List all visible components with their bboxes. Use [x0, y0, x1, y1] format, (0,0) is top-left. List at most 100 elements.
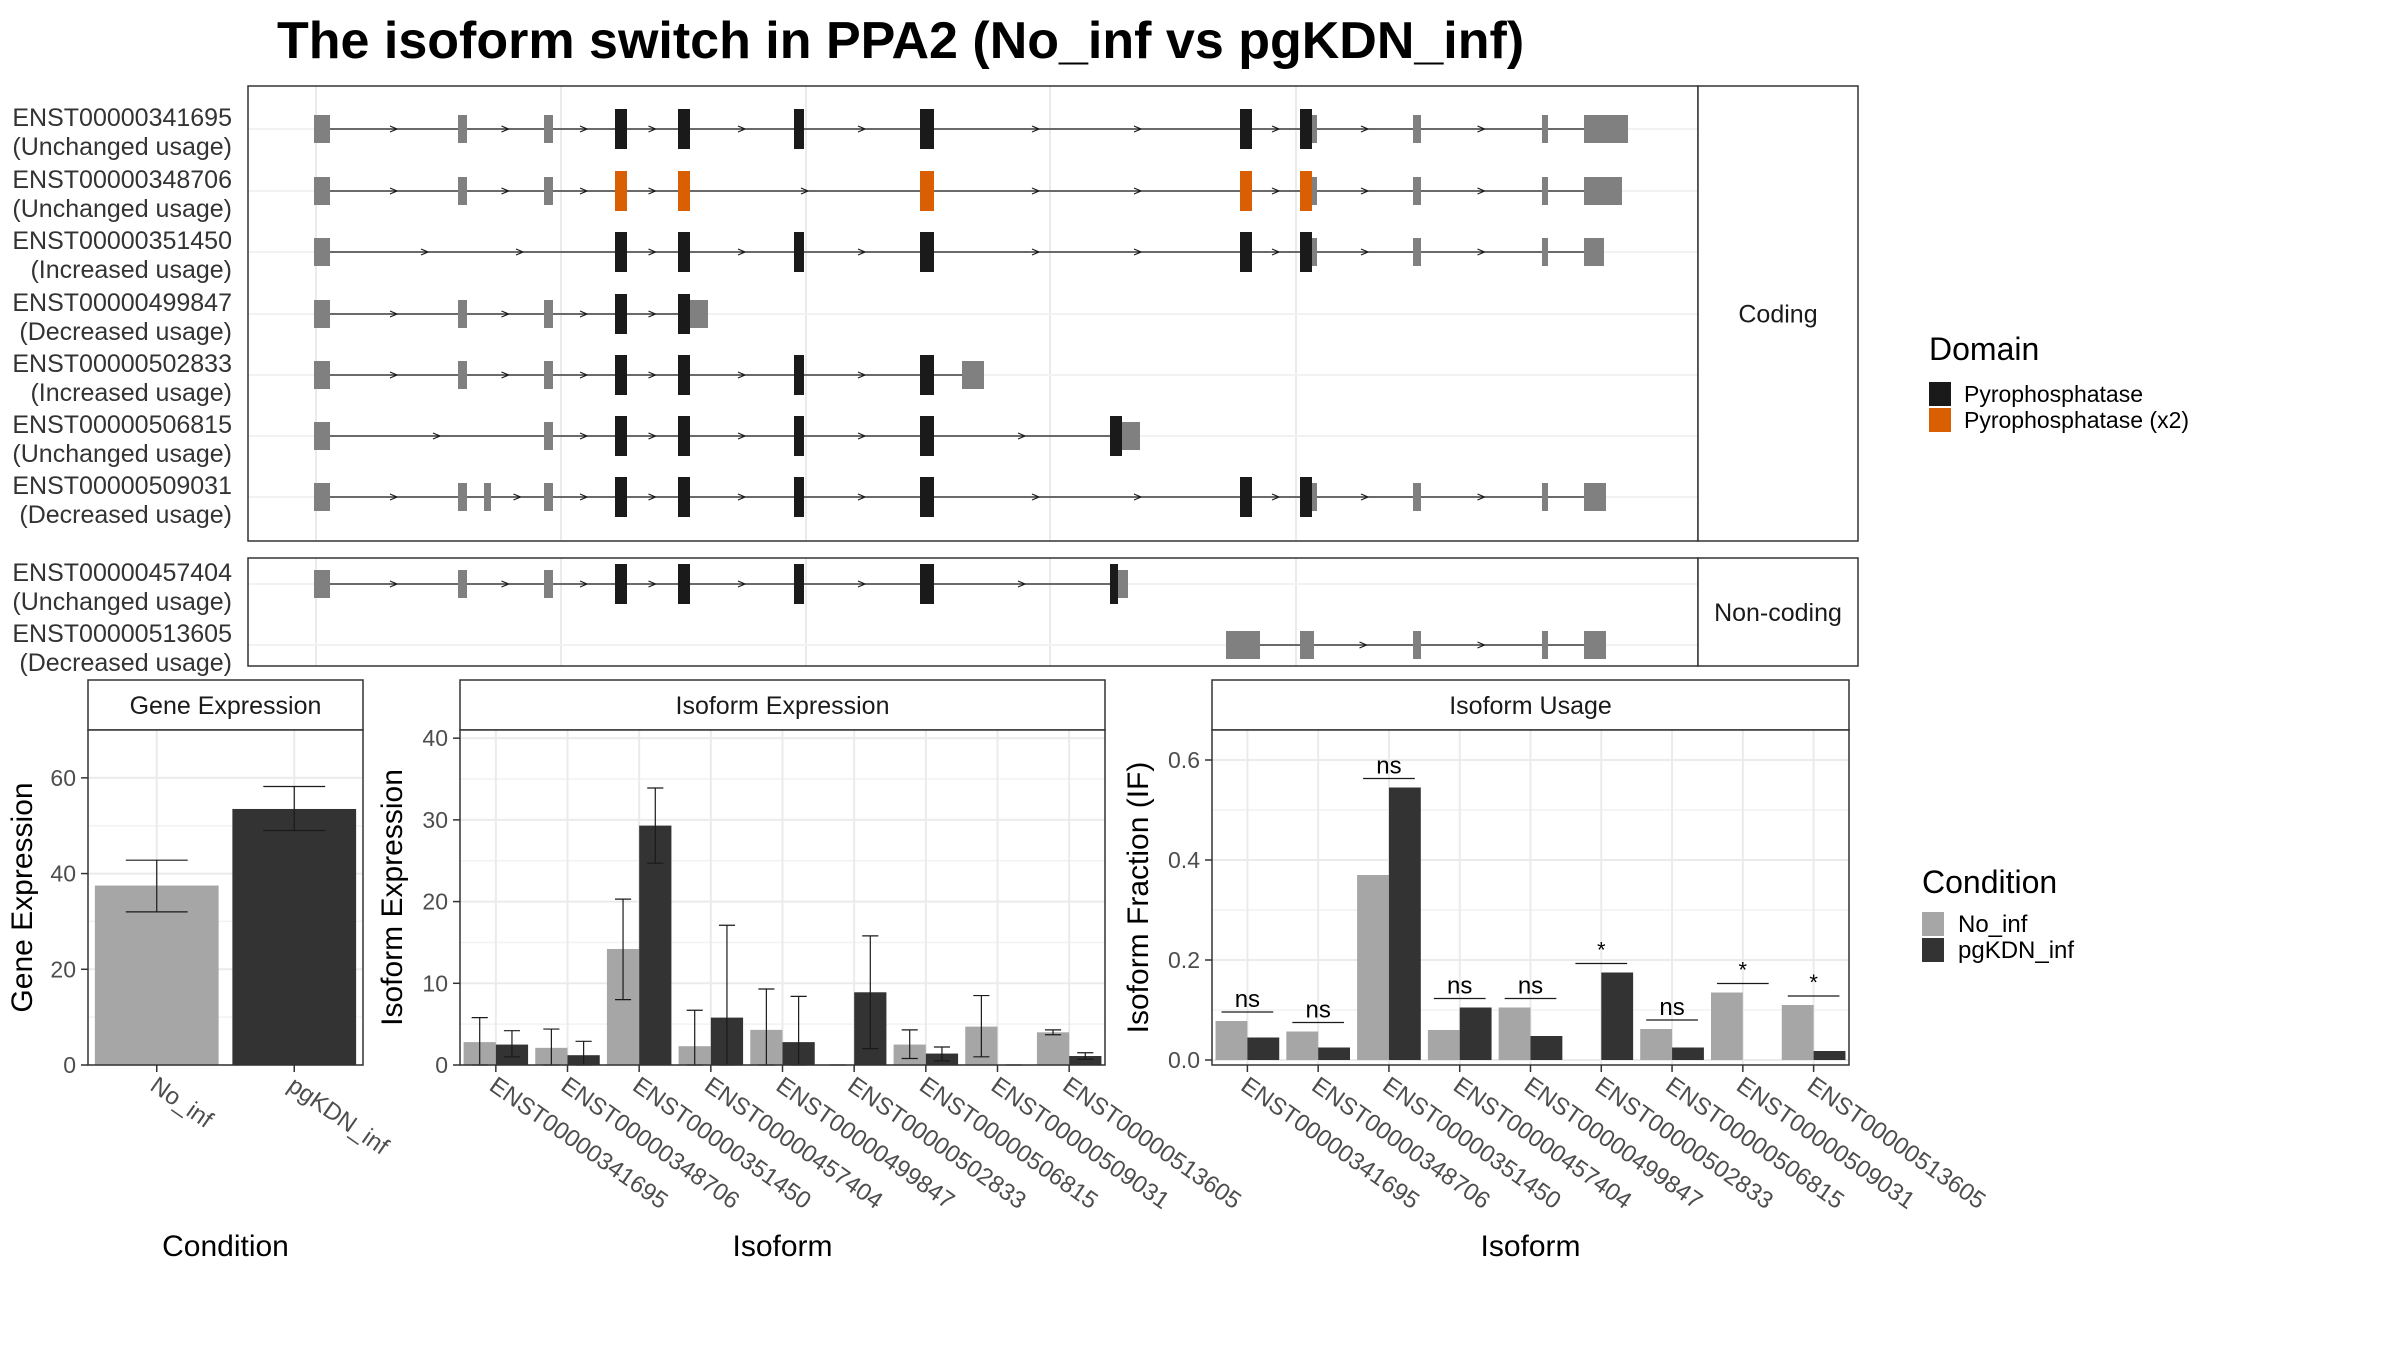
intron-arrow — [1031, 125, 1041, 133]
intron-arrow — [737, 493, 747, 501]
transcript-id-label: ENST00000348706 — [12, 166, 232, 194]
bar — [1530, 1036, 1563, 1060]
exon — [1300, 631, 1314, 659]
intron-arrow — [1360, 125, 1370, 133]
transcript-id-label: ENST00000509031 — [12, 472, 232, 500]
bar — [1640, 1029, 1673, 1060]
domain-legend-label: Pyrophosphatase — [1964, 381, 2143, 407]
significance-label: ns — [1447, 973, 1472, 1000]
exon — [458, 483, 467, 511]
intron-arrow — [1031, 248, 1041, 256]
y-tick-label: 20 — [422, 889, 448, 915]
facet-strip-label: Isoform Expression — [676, 692, 890, 720]
figure-title: The isoform switch in PPA2 (No_inf vs pg… — [277, 12, 1524, 70]
intron-arrow — [648, 432, 658, 440]
transcript-usage-label: (Unchanged usage) — [12, 195, 232, 223]
bar — [1601, 972, 1634, 1060]
intron-arrow — [857, 248, 867, 256]
transcript-usage-label: (Increased usage) — [30, 379, 232, 407]
y-axis-title: Isoform Fraction (IF) — [1122, 762, 1155, 1034]
exon — [1542, 115, 1548, 143]
bar — [1781, 1005, 1814, 1060]
transcript-usage-label: (Unchanged usage) — [12, 440, 232, 468]
exon — [544, 300, 553, 328]
exon — [544, 422, 553, 450]
x-tick-label: pgKDN_inf — [283, 1072, 394, 1161]
domain-exon — [615, 477, 627, 517]
exon — [544, 361, 553, 389]
intron-arrow — [389, 371, 399, 379]
transcript-structure-panel: CodingNon-codingENST00000341695(Unchange… — [12, 85, 1859, 677]
exon — [1312, 238, 1317, 266]
domain-legend-swatch — [1929, 382, 1951, 406]
exon — [314, 115, 330, 143]
bar — [1286, 1031, 1319, 1060]
intron-arrow — [1477, 641, 1487, 649]
exon — [544, 115, 553, 143]
significance-label: * — [1809, 970, 1818, 995]
intron-arrow — [1477, 248, 1487, 256]
exon — [314, 238, 330, 266]
intron-arrow — [737, 371, 747, 379]
intron-arrow — [857, 432, 867, 440]
domain-exon — [794, 416, 804, 456]
exon — [1584, 238, 1588, 266]
intron-arrow — [648, 248, 658, 256]
y-axis-title: Isoform Expression — [376, 769, 409, 1026]
bar — [1036, 1032, 1070, 1065]
x-axis-title: Condition — [162, 1230, 289, 1263]
transcript-usage-label: (Unchanged usage) — [12, 588, 232, 616]
exon — [962, 361, 970, 389]
transcript-id-label: ENST00000351450 — [12, 227, 232, 255]
facet-strip — [1697, 85, 1859, 542]
intron-arrow — [1133, 187, 1143, 195]
exon — [1226, 631, 1260, 659]
exon — [1312, 115, 1317, 143]
exon — [1584, 115, 1588, 143]
domain-exon — [920, 355, 934, 395]
domain-exon — [920, 564, 934, 604]
condition-legend-label: pgKDN_inf — [1958, 937, 2074, 964]
transcript-row: ENST00000509031(Decreased usage) — [12, 472, 1606, 529]
exon — [314, 570, 330, 598]
condition-legend-swatch — [1922, 912, 1944, 936]
intron-arrow — [800, 187, 810, 195]
significance-label: * — [1597, 938, 1606, 963]
bar — [1247, 1037, 1280, 1060]
exon — [1542, 177, 1548, 205]
intron-arrow — [501, 371, 511, 379]
panel-border — [87, 729, 364, 1066]
exon — [1413, 177, 1421, 205]
intron-arrow — [1360, 248, 1370, 256]
y-tick-label: 20 — [50, 956, 76, 982]
intron-arrow — [648, 187, 658, 195]
gene-expression-panel: Gene Expression 0 20 40 60 Gene Expression No_… — [6, 679, 394, 1263]
exon — [690, 300, 708, 328]
domain-exon — [678, 355, 690, 395]
y-tick-label: 0.6 — [1168, 747, 1200, 773]
exon — [458, 570, 467, 598]
exon — [1312, 177, 1317, 205]
domain-exon — [1300, 232, 1312, 272]
x-axis-title: Isoform — [732, 1230, 832, 1263]
condition-legend-label: No_inf — [1958, 911, 2028, 938]
isoform-expression-panel: Isoform Expression 0 10 20 30 40 Isoform Expre… — [376, 679, 1246, 1263]
domain-exon — [1240, 477, 1252, 517]
facet-strip-label: Non-coding — [1714, 599, 1842, 627]
y-tick-label: 0 — [63, 1052, 76, 1078]
bar — [94, 885, 219, 1065]
intron-arrow — [389, 125, 399, 133]
domain-exon — [678, 294, 690, 334]
exon — [1413, 238, 1421, 266]
transcript-usage-label: (Increased usage) — [30, 256, 232, 284]
domain-exon — [678, 564, 690, 604]
intron-arrow — [737, 580, 747, 588]
domain-exon — [920, 477, 934, 517]
y-tick-label: 0.2 — [1168, 947, 1200, 973]
significance-label: ns — [1518, 973, 1543, 1000]
exon — [484, 483, 491, 511]
condition-legend-swatch — [1922, 938, 1944, 962]
intron-arrow — [579, 371, 589, 379]
transcript-id-label: ENST00000457404 — [12, 559, 232, 587]
intron-arrow — [579, 580, 589, 588]
